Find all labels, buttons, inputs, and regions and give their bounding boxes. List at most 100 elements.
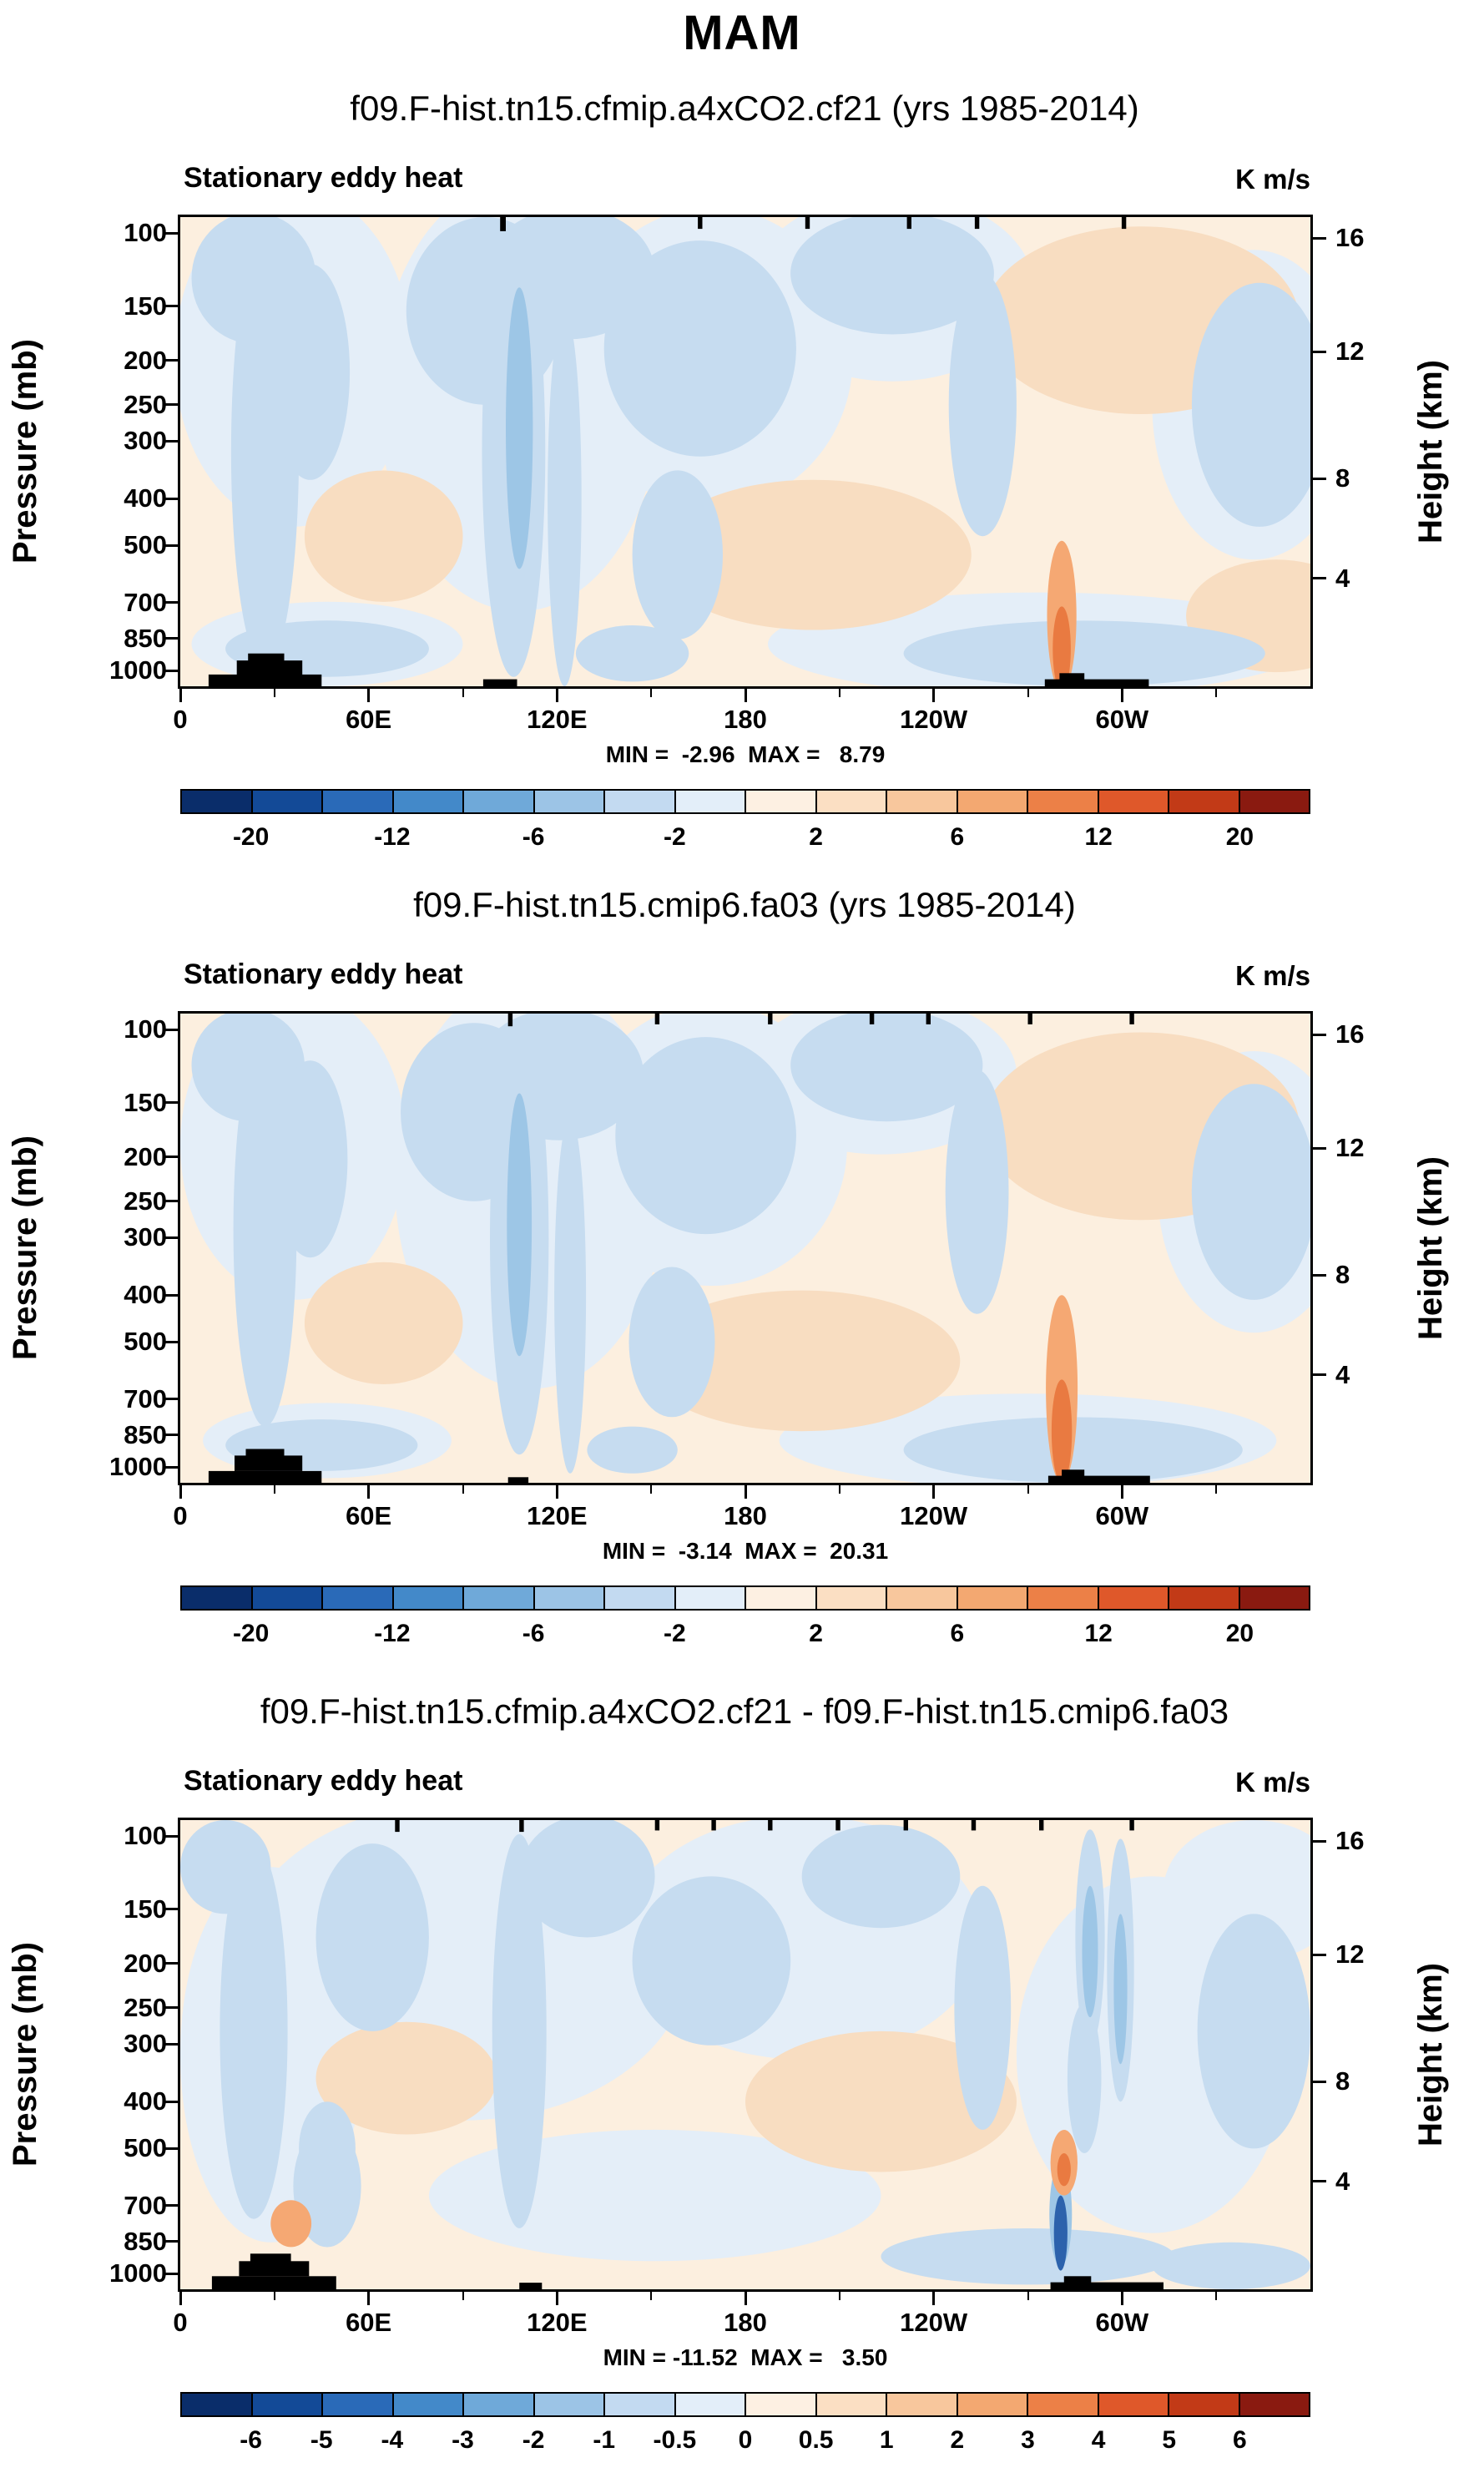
colorbar-tick-label: -6 [522, 823, 545, 851]
longitude-tick [1120, 689, 1123, 702]
colorbar-box [605, 791, 676, 812]
height-axis-title: Height (km) [1412, 1014, 1450, 1483]
panel-title: f09.F-hist.tn15.cfmip.a4xCO2.cf21 - f09.… [260, 1692, 1229, 1731]
pressure-tick-label: 150 [124, 291, 167, 321]
colorbar-tick-label: -4 [381, 2426, 404, 2454]
colorbar-box [252, 791, 323, 812]
longitude-tick-label: 0 [173, 705, 188, 734]
colorbar-box [887, 2394, 958, 2415]
longitude-tick-label: 180 [724, 1501, 767, 1530]
longitude-tick-label: 120E [527, 2308, 588, 2337]
colorbar-box [816, 791, 887, 812]
colorbar [180, 2392, 1310, 2417]
colorbar-tick-labels: -20 -12 -6 -2 2 6 12 20 [180, 823, 1310, 853]
pressure-tick [164, 1398, 178, 1401]
pressure-tick-label: 200 [124, 1141, 167, 1171]
minmax-label: MIN = -3.14 MAX = 20.31 [602, 1538, 889, 1564]
colorbar-tick-label: 6 [950, 823, 965, 851]
colorbar-box [887, 1587, 958, 1609]
longitude-minor-tick [273, 1485, 275, 1494]
panel-title: f09.F-hist.tn15.cfmip.a4xCO2.cf21 (yrs 1… [350, 88, 1139, 128]
pressure-tick-label: 850 [124, 623, 167, 653]
colorbar-tick-label: -12 [374, 1620, 411, 1647]
colorbar-tick-label: 5 [1162, 2426, 1177, 2454]
longitude-minor-tick [1027, 689, 1029, 697]
longitude-tick-label: 120W [900, 1501, 968, 1530]
pressure-tick [164, 2204, 178, 2207]
pressure-tick [164, 1200, 178, 1203]
pressure-tick-label: 850 [124, 2226, 167, 2256]
minmax-label: MIN = -2.96 MAX = 8.79 [605, 741, 886, 767]
colorbar-box [1028, 1587, 1099, 1609]
colorbar-tick-label: -5 [310, 2426, 333, 2454]
height-tick-label: 4 [1335, 2166, 1350, 2196]
height-tick [1313, 1953, 1326, 1956]
longitude-tick-label: 60E [346, 2308, 392, 2337]
colorbar-tick-label: -2 [522, 2426, 545, 2454]
longitude-minor-tick [273, 689, 275, 697]
pressure-tick-label: 100 [124, 1821, 167, 1851]
longitude-tick-label: 180 [724, 705, 767, 734]
colorbar-box [957, 1587, 1028, 1609]
height-tick [1313, 577, 1326, 580]
longitude-tick-label: 120W [900, 2308, 968, 2337]
longitude-minor-tick [1215, 1485, 1218, 1494]
colorbar-box [1239, 2394, 1309, 2415]
pressure-tick-label: 400 [124, 1280, 167, 1310]
longitude-tick [179, 1485, 182, 1499]
pressure-tick [164, 231, 178, 235]
pressure-tick [164, 305, 178, 308]
colorbar-box [323, 791, 394, 812]
pressure-tick-label: 700 [124, 2190, 167, 2220]
height-axis-title-text: Height (km) [1412, 360, 1449, 544]
pressure-tick-label: 500 [124, 530, 167, 560]
colorbar-box [1239, 1587, 1309, 1609]
longitude-tick-label: 60W [1095, 705, 1149, 734]
longitude-tick [555, 1485, 558, 1499]
colorbar-box [816, 1587, 887, 1609]
height-tick [1313, 1146, 1326, 1150]
pressure-tick [164, 2006, 178, 2010]
colorbar-box [393, 2394, 464, 2415]
height-tick-label: 12 [1335, 336, 1365, 367]
colorbar-box [746, 2394, 817, 2415]
colorbar-tick-label: 6 [1233, 2426, 1247, 2454]
pressure-tick [164, 601, 178, 604]
pressure-tick-label: 250 [124, 1186, 167, 1216]
colorbar-tick-label: 3 [1021, 2426, 1035, 2454]
height-tick-label: 16 [1335, 1826, 1365, 1856]
height-tick-label: 4 [1335, 563, 1350, 593]
pressure-tick [164, 669, 178, 672]
longitude-minor-tick [1215, 2292, 1218, 2300]
colorbar-tick-label: -2 [664, 1620, 686, 1647]
pressure-tick-label: 500 [124, 1327, 167, 1357]
height-tick [1313, 477, 1326, 480]
longitude-tick-label: 120E [527, 705, 588, 734]
pressure-tick-label: 300 [124, 2029, 167, 2059]
longitude-tick [555, 689, 558, 702]
longitude-minor-tick [650, 2292, 653, 2300]
colorbar-box [464, 791, 535, 812]
contour-field-svg [180, 1820, 1310, 2289]
pressure-tick-label: 100 [124, 218, 167, 248]
longitude-tick [367, 689, 371, 702]
colorbar-tick-label: 2 [809, 823, 823, 851]
pressure-tick [164, 1962, 178, 1965]
pressure-tick [164, 497, 178, 500]
longitude-tick-label: 120E [527, 1501, 588, 1530]
pressure-tick-label: 150 [124, 1894, 167, 1924]
pressure-tick-label: 700 [124, 587, 167, 617]
height-axis-title: Height (km) [1412, 1820, 1450, 2289]
colorbar-box [887, 791, 958, 812]
height-tick [1313, 1273, 1326, 1277]
panel-a4xco2: f09.F-hist.tn15.cfmip.a4xCO2.cf21 (yrs 1… [0, 83, 1484, 852]
colorbar-tick-label: 20 [1225, 1620, 1254, 1647]
longitude-tick [744, 1485, 747, 1499]
pressure-tick [164, 439, 178, 442]
colorbar-box [1028, 791, 1099, 812]
colorbar-tick-label: 1 [879, 2426, 894, 2454]
pressure-tick-label: 250 [124, 389, 167, 419]
height-tick-label: 12 [1335, 1133, 1365, 1163]
colorbar-tick-label: 2 [950, 2426, 965, 2454]
